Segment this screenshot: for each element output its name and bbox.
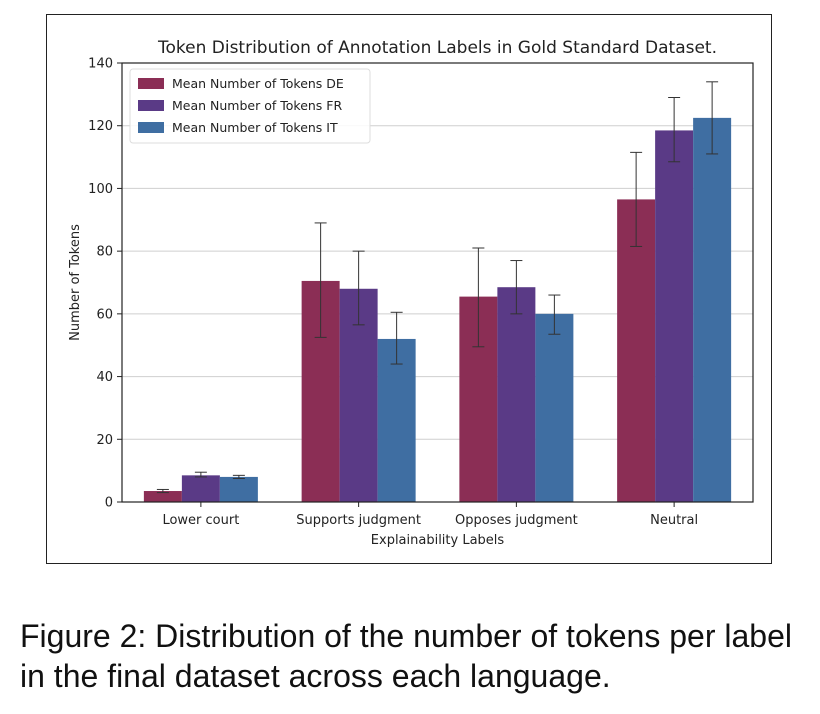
legend-entry: Mean Number of Tokens IT [172,120,338,135]
bar [497,287,536,502]
plot-area-frame [121,62,754,503]
x-tick-label: Supports judgment [296,513,421,528]
bar [693,117,732,502]
y-tick-label: 140 [88,57,113,72]
chart-title: Token Distribution of Annotation Labels … [157,38,717,58]
figure-frame: 0 20 40 60 80 100 120 140 Lower court Supports ju… [46,14,772,564]
bar [655,130,694,502]
y-tick-label: 120 [88,119,113,134]
bar [377,338,416,502]
y-tick-label: 100 [88,182,113,197]
x-tick-label: Lower court [162,513,239,528]
bar [143,491,182,502]
bar-chart: 0 20 40 60 80 100 120 140 Lower court Supports ju… [68,38,754,548]
bar [181,475,220,502]
legend-swatch [138,78,164,89]
y-tick-label: 40 [96,370,113,385]
legend-swatch [138,100,164,111]
bar [535,313,574,502]
bar [617,199,656,502]
x-tick-label: Neutral [650,513,698,528]
legend-swatch [138,122,164,133]
legend-entry: Mean Number of Tokens DE [172,76,344,91]
y-tick-label: 60 [96,307,113,322]
bar [219,476,258,502]
x-tick-label: Opposes judgment [455,513,578,528]
legend-entry: Mean Number of Tokens FR [172,98,342,113]
legend-box [129,68,371,144]
y-axis-label: Number of Tokens [68,224,83,341]
figure-caption: Figure 2: Distribution of the number of … [20,618,792,694]
y-tick-label: 20 [96,433,113,448]
y-tick-label: 0 [105,496,113,511]
y-tick-label: 80 [96,245,113,260]
x-axis-label: Explainability Labels [371,533,505,548]
